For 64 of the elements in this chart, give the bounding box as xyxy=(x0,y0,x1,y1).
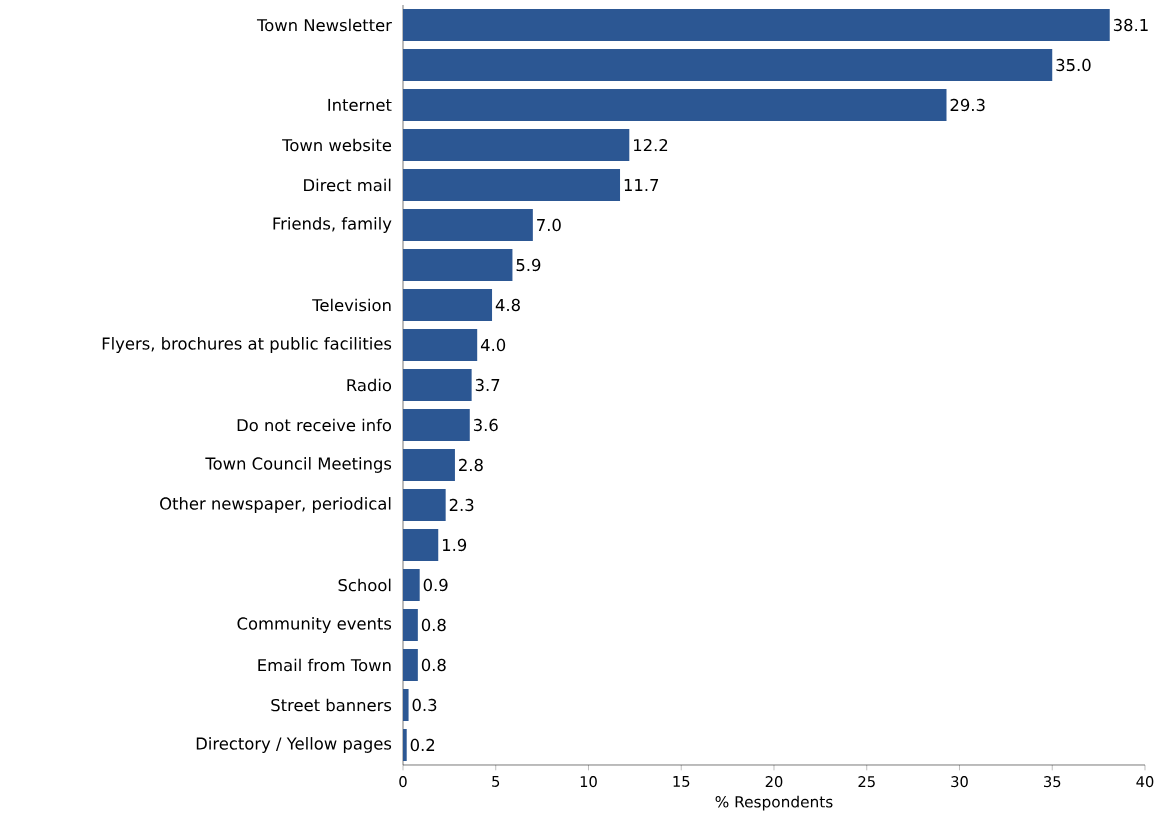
bar xyxy=(403,489,446,521)
bar xyxy=(403,249,513,281)
y-tick-label: Flyers, brochures at public facilities xyxy=(102,337,392,353)
data-label: 0.8 xyxy=(421,618,446,632)
bar xyxy=(403,649,418,681)
data-label: 35.0 xyxy=(1056,58,1091,72)
y-tick-label: Radio xyxy=(347,378,392,392)
bar xyxy=(403,409,470,441)
bar xyxy=(403,49,1053,81)
y-tick-label: Television xyxy=(312,298,391,312)
x-tick-label: 30 xyxy=(951,776,968,788)
data-label: 12.2 xyxy=(634,138,668,152)
bar xyxy=(403,689,409,721)
bar xyxy=(403,729,407,761)
bar xyxy=(403,9,1110,41)
bar xyxy=(403,209,533,241)
y-tick-label: Direct mail xyxy=(304,178,391,192)
y-tick-label: Friends, family xyxy=(273,217,392,233)
bar xyxy=(403,289,493,321)
bar xyxy=(403,609,418,641)
data-label: 4.8 xyxy=(495,298,520,312)
bar xyxy=(403,449,455,481)
y-tick-label: Email from Town xyxy=(258,658,391,672)
x-tick-label: 0 xyxy=(399,776,407,788)
y-tick-label: Directory / Yellow pages xyxy=(196,737,392,753)
bar xyxy=(403,89,947,121)
bar xyxy=(403,529,439,561)
y-tick-label: Town Council Meetings xyxy=(205,457,392,473)
data-label: 0.3 xyxy=(412,698,437,712)
y-tick-label: Other newspaper, periodical xyxy=(160,497,391,513)
data-label: 5.9 xyxy=(516,258,541,272)
data-label: 0.9 xyxy=(423,578,448,592)
y-tick-label: Street banners xyxy=(271,698,392,712)
data-label: 4.0 xyxy=(480,338,506,352)
data-label: 11.7 xyxy=(624,179,659,191)
data-label: 0.8 xyxy=(421,658,446,672)
x-tick-label: 20 xyxy=(765,776,783,788)
bar xyxy=(403,569,420,601)
data-label: 3.6 xyxy=(473,418,498,432)
data-label: 38.1 xyxy=(1113,18,1148,32)
data-label: 3.7 xyxy=(475,378,500,392)
data-label: 0.2 xyxy=(410,738,435,752)
y-tick-label: Do not receive info xyxy=(237,418,392,432)
bar xyxy=(403,129,630,161)
data-label: 2.8 xyxy=(459,458,483,472)
y-tick-label: Town Newsletter xyxy=(256,18,392,32)
data-label: 1.9 xyxy=(442,538,467,552)
x-tick-label: 15 xyxy=(673,776,690,787)
y-tick-label: School xyxy=(338,578,391,592)
x-tick-label: 35 xyxy=(1044,776,1061,788)
y-tick-label: Internet xyxy=(328,98,392,112)
data-label: 7.0 xyxy=(537,218,561,232)
x-tick-label: 5 xyxy=(492,776,500,787)
y-tick-label: Town website xyxy=(282,138,392,152)
x-axis-title: % Respondents xyxy=(715,795,833,811)
x-tick-label: 10 xyxy=(580,776,597,788)
x-tick-label: 25 xyxy=(858,776,875,788)
data-label: 29.3 xyxy=(950,98,985,112)
data-label: 2.3 xyxy=(449,498,474,512)
x-tick-label: 40 xyxy=(1136,776,1154,788)
y-tick-label: Community events xyxy=(237,617,392,633)
bar xyxy=(403,369,472,401)
bar xyxy=(403,169,621,201)
bar xyxy=(403,329,478,361)
